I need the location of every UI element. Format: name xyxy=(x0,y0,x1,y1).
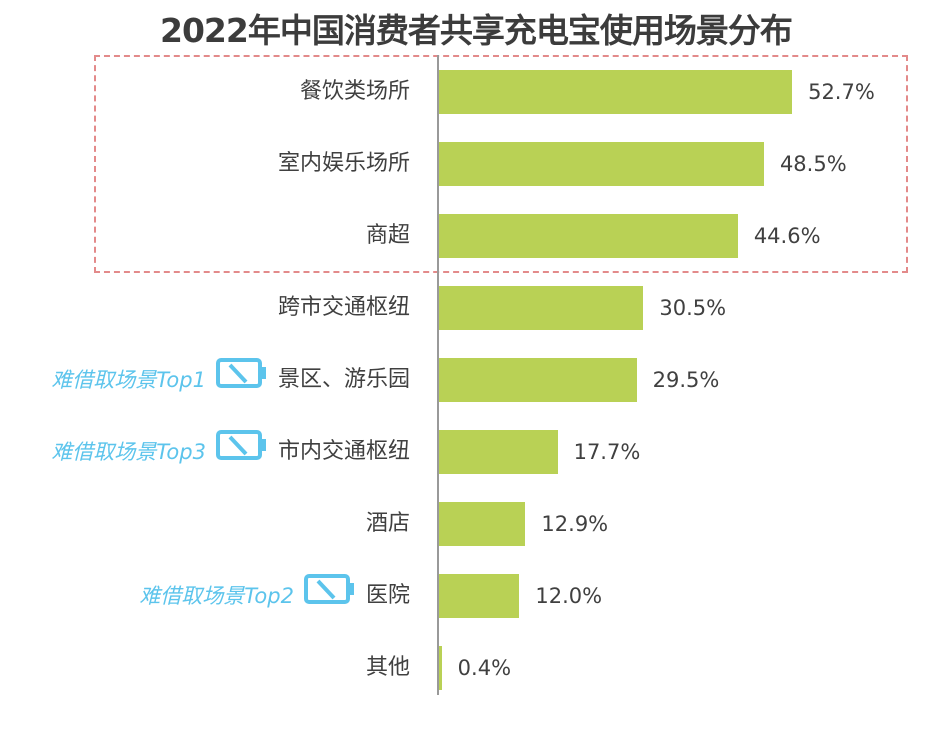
category-label: 医院 xyxy=(365,583,410,608)
bar xyxy=(439,646,442,690)
value-label: 12.9% xyxy=(541,512,609,536)
bar xyxy=(439,70,793,114)
bar xyxy=(439,142,764,186)
annotation: 难借取场景Top2 xyxy=(139,573,356,619)
annotation-text: 难借取场景Top1 xyxy=(51,368,206,392)
category-label: 跨市交通枢纽 xyxy=(277,295,410,320)
value-label: 17.7% xyxy=(573,440,641,464)
bar xyxy=(439,502,526,546)
bar xyxy=(439,214,738,258)
value-label: 29.5% xyxy=(652,368,720,392)
chart-title: 2022年中国消费者共享充电宝使用场景分布 xyxy=(160,11,793,50)
highlight-box xyxy=(94,55,908,273)
low-battery-icon xyxy=(303,573,356,619)
value-label: 52.7% xyxy=(808,80,875,104)
category-label: 其他 xyxy=(365,655,410,680)
annotation-text: 难借取场景Top2 xyxy=(139,584,294,608)
category-label: 景区、游乐园 xyxy=(277,367,410,392)
bar xyxy=(439,574,520,618)
category-label: 室内娱乐场所 xyxy=(277,151,410,176)
category-label: 餐饮类场所 xyxy=(299,79,410,104)
low-battery-icon xyxy=(215,429,268,475)
value-label: 30.5% xyxy=(659,296,727,320)
value-label: 0.4% xyxy=(457,656,512,680)
annotation-text: 难借取场景Top3 xyxy=(51,440,206,464)
bar xyxy=(439,430,558,474)
category-label: 商超 xyxy=(365,223,410,248)
category-label: 酒店 xyxy=(365,511,410,536)
category-label: 市内交通枢纽 xyxy=(277,439,410,464)
low-battery-icon xyxy=(215,357,268,403)
bar xyxy=(439,286,644,330)
annotation: 难借取场景Top1 xyxy=(51,357,268,403)
y-axis-line xyxy=(437,55,439,695)
annotation: 难借取场景Top3 xyxy=(51,429,268,475)
value-label: 44.6% xyxy=(753,224,821,248)
value-label: 12.0% xyxy=(535,584,603,608)
bar xyxy=(439,358,637,402)
value-label: 48.5% xyxy=(779,152,847,176)
